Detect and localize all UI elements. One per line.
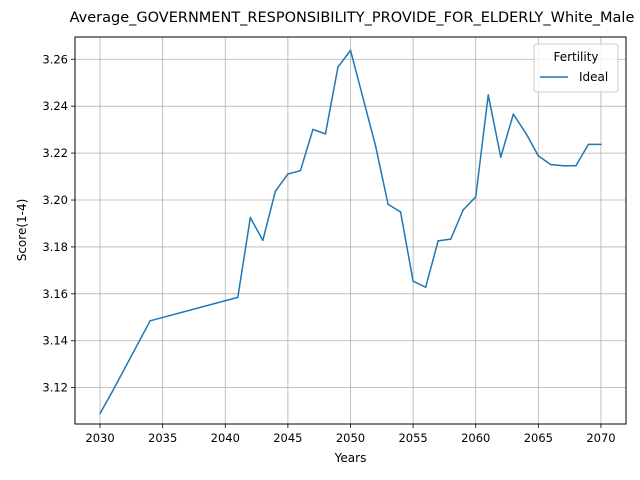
- data-point: [600, 143, 602, 146]
- legend: Fertility Ideal: [533, 43, 619, 93]
- data-point: [449, 238, 452, 240]
- y-tick-label: 3.12: [42, 381, 68, 395]
- y-tick-label: 3.18: [42, 240, 68, 254]
- data-point: [437, 240, 439, 242]
- y-tick-label: 3.24: [42, 99, 68, 113]
- y-tick-label: 3.20: [42, 193, 68, 207]
- data-point: [487, 94, 490, 96]
- data-point: [299, 169, 302, 172]
- x-tick-label: 2070: [586, 431, 615, 445]
- x-tick-label: 2040: [211, 431, 240, 445]
- y-axis-label: Score(1-4): [15, 199, 29, 262]
- x-tick-label: 2050: [336, 431, 365, 445]
- data-point: [274, 190, 277, 193]
- legend-label-ideal: Ideal: [579, 70, 608, 84]
- data-point: [537, 155, 540, 157]
- data-point: [312, 128, 314, 131]
- legend-title: Fertility: [553, 50, 598, 64]
- data-point: [262, 239, 264, 242]
- x-axis-label: Years: [334, 451, 367, 465]
- data-point: [99, 412, 101, 415]
- y-axis-ticks: 3.12 3.14 3.16 3.18 3.20 3.22 3.24 3.26: [42, 52, 75, 395]
- y-tick-label: 3.14: [42, 334, 68, 348]
- data-point: [512, 113, 515, 115]
- data-point: [362, 97, 364, 99]
- data-point: [387, 203, 389, 206]
- data-point: [337, 66, 339, 68]
- data-point: [412, 280, 414, 282]
- x-tick-label: 2055: [398, 431, 427, 445]
- grid-lines: [75, 37, 626, 424]
- data-point: [525, 132, 527, 134]
- data-point: [474, 196, 477, 198]
- x-tick-label: 2065: [524, 431, 553, 445]
- data-point: [587, 143, 590, 146]
- chart-title: Average_GOVERNMENT_RESPONSIBILITY_PROVID…: [70, 10, 635, 26]
- data-point: [562, 164, 565, 167]
- x-tick-label: 2030: [85, 431, 114, 445]
- data-point: [249, 216, 252, 219]
- data-point: [575, 164, 577, 167]
- data-point: [374, 145, 377, 147]
- data-point: [149, 320, 151, 322]
- data-point: [237, 296, 239, 299]
- y-tick-label: 3.22: [42, 146, 68, 160]
- x-tick-label: 2045: [273, 431, 302, 445]
- data-point: [287, 173, 289, 175]
- data-point: [499, 156, 502, 158]
- data-point: [349, 49, 352, 52]
- series-layer: [99, 49, 602, 415]
- data-point: [324, 133, 327, 135]
- x-tick-label: 2060: [461, 431, 490, 445]
- y-tick-label: 3.26: [42, 52, 68, 66]
- data-point: [550, 163, 552, 166]
- y-tick-label: 3.16: [42, 287, 68, 301]
- data-point: [424, 286, 427, 289]
- legend-box: [533, 43, 619, 93]
- x-tick-label: 2035: [148, 431, 177, 445]
- data-point: [462, 209, 465, 211]
- data-point: [111, 390, 114, 392]
- x-axis-ticks: 2030 2035 2040 2045 2050 2055 2060 2065 2070: [85, 424, 616, 445]
- data-point: [399, 211, 402, 213]
